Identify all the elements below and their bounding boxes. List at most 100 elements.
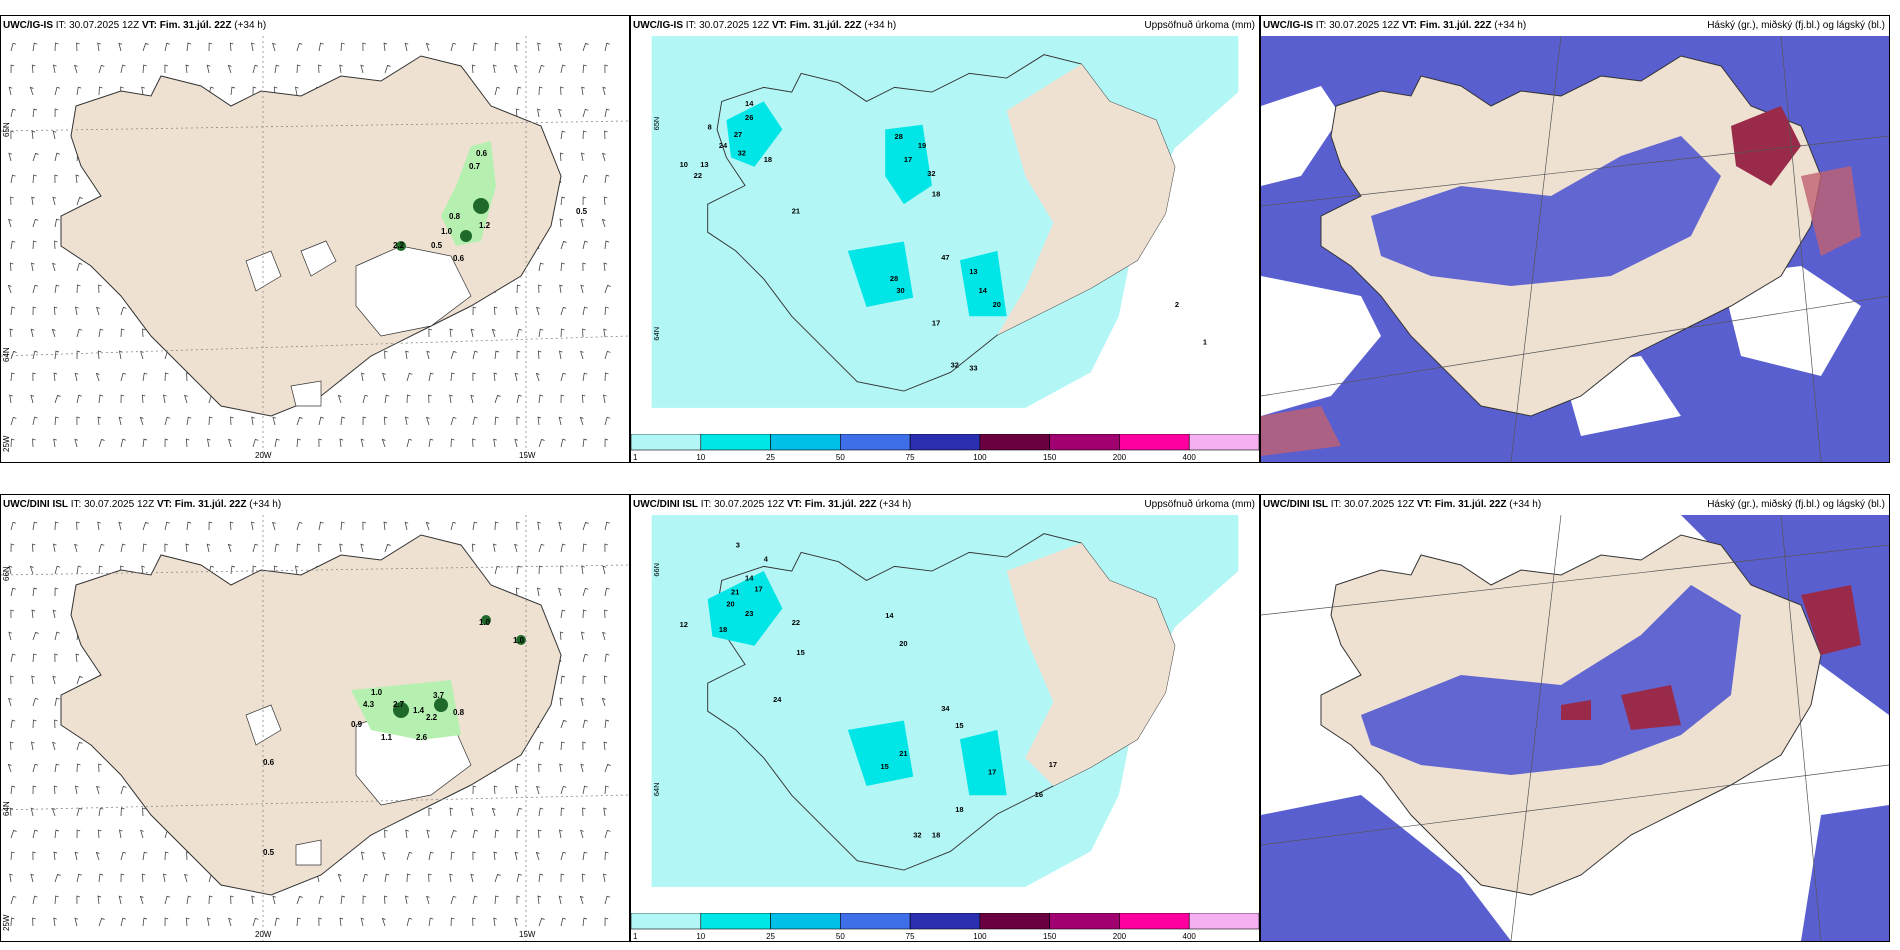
glacier bbox=[245, 704, 282, 746]
wind-barb bbox=[494, 895, 499, 905]
wind-barb bbox=[141, 565, 145, 575]
wind-barb bbox=[339, 543, 343, 553]
wind-barb bbox=[471, 64, 476, 74]
wind-barb bbox=[10, 829, 17, 839]
wind-barb bbox=[76, 328, 83, 338]
wind-barb bbox=[360, 917, 365, 927]
value-label: 0.6 bbox=[476, 149, 488, 158]
wind-barb bbox=[558, 350, 563, 360]
panel-title: Háský (gr.), miðský (fj.bl.) og lágský (… bbox=[1707, 499, 1885, 510]
wind-barb bbox=[582, 609, 587, 619]
wind-barb bbox=[494, 829, 500, 839]
value-label: 21 bbox=[731, 587, 739, 596]
wind-barb bbox=[449, 394, 453, 404]
wind-barb bbox=[98, 438, 105, 448]
wind-barb bbox=[142, 372, 148, 382]
value-label: 0.5 bbox=[431, 241, 443, 250]
value-label: 8 bbox=[708, 122, 712, 131]
wind-barb bbox=[120, 807, 125, 817]
wind-barb bbox=[536, 785, 540, 795]
vt-value: Fim. 31.júl. 22Z bbox=[1434, 499, 1507, 510]
wind-barb bbox=[76, 196, 83, 206]
wind-barb bbox=[10, 64, 15, 74]
wind-barb bbox=[120, 306, 127, 316]
colorbar-tick: 10 bbox=[696, 453, 705, 462]
wind-barb bbox=[10, 130, 14, 140]
wind-barb bbox=[560, 741, 565, 751]
wind-barb bbox=[536, 108, 541, 118]
wind-barb bbox=[582, 196, 587, 206]
colorbar-swatch bbox=[631, 434, 702, 451]
wind-barb bbox=[140, 829, 144, 839]
lon-label: 15W bbox=[519, 451, 536, 460]
value-label: 3 bbox=[736, 541, 740, 550]
wind-barb bbox=[74, 785, 79, 795]
wind-barb bbox=[560, 394, 565, 404]
colorbar-tick: 400 bbox=[1183, 453, 1197, 462]
wind-barb bbox=[185, 543, 190, 553]
lon-label: 20W bbox=[255, 930, 272, 939]
wind-barb bbox=[164, 851, 169, 861]
wind-barb bbox=[76, 42, 80, 52]
wind-barb bbox=[492, 543, 497, 553]
lon-label: 15W bbox=[519, 930, 536, 939]
wind-barb bbox=[76, 807, 83, 817]
colorbar-swatch bbox=[1188, 434, 1259, 451]
wind-barb bbox=[582, 328, 586, 338]
wind-barb bbox=[450, 829, 457, 839]
wind-barb bbox=[274, 438, 280, 448]
vt-label: VT: bbox=[156, 499, 172, 510]
model-name: UWC/IG-IS bbox=[1263, 20, 1313, 31]
wind-barb bbox=[252, 917, 259, 927]
wind-barb bbox=[186, 521, 192, 531]
wind-barb bbox=[74, 543, 78, 553]
wind-barb bbox=[558, 416, 563, 426]
wind-barb bbox=[449, 328, 454, 338]
wind-barb bbox=[560, 565, 564, 575]
wind-barb bbox=[185, 917, 190, 927]
map-wind-igis: 0.6 0.7 0.8 1.0 1.2 0.5 0.6 2.2 0.5 65N … bbox=[1, 36, 629, 462]
wind-barb bbox=[602, 394, 607, 404]
wind-barb bbox=[54, 829, 60, 839]
value-label: 13 bbox=[700, 160, 708, 169]
wind-barb bbox=[537, 350, 542, 360]
precip-heavy bbox=[885, 124, 932, 205]
wind-barb bbox=[602, 631, 606, 641]
value-label: 3.7 bbox=[433, 691, 445, 700]
wind-barb bbox=[516, 763, 521, 773]
wind-barb bbox=[604, 543, 608, 553]
wind-barb bbox=[32, 152, 39, 162]
it-value: 30.07.2025 12Z bbox=[69, 20, 140, 31]
wind-barb bbox=[54, 565, 61, 575]
wind-barb bbox=[52, 543, 57, 553]
wind-barb bbox=[340, 42, 345, 52]
lon-label: 20W bbox=[255, 451, 272, 460]
wind-barb bbox=[53, 438, 57, 448]
wind-barb bbox=[604, 416, 611, 426]
colorbar-swatch bbox=[909, 434, 981, 451]
wind-barb bbox=[428, 438, 434, 448]
wind-barb bbox=[74, 306, 79, 316]
wind-barb bbox=[582, 543, 587, 553]
wind-barb bbox=[406, 438, 413, 448]
precip-heavy bbox=[959, 250, 1007, 317]
panel-title: Uppsöfnuð úrkoma (mm) bbox=[1144, 499, 1255, 510]
wind-barb bbox=[8, 152, 13, 162]
wind-barb bbox=[10, 306, 16, 316]
wind-barb bbox=[10, 521, 17, 531]
wind-barb bbox=[52, 741, 56, 751]
wind-barb bbox=[252, 543, 259, 553]
wind-barb bbox=[491, 328, 496, 338]
vt-value: Fim. 31.júl. 22Z bbox=[159, 20, 232, 31]
value-label: 18 bbox=[764, 155, 772, 164]
wind-barb bbox=[9, 807, 14, 817]
panel-precip-dini: UWC/DINI ISL IT: 30.07.2025 12Z VT: Fim.… bbox=[630, 494, 1260, 942]
wind-barb bbox=[340, 895, 346, 905]
wind-barb bbox=[582, 130, 587, 140]
wind-barb bbox=[32, 42, 38, 52]
lat-label: 64N bbox=[2, 801, 11, 816]
panel-header: UWC/DINI ISL IT: 30.07.2025 12Z VT: Fim.… bbox=[633, 499, 911, 510]
value-label: 24 bbox=[719, 141, 728, 150]
wind-barb bbox=[184, 394, 188, 404]
value-label: 17 bbox=[988, 768, 996, 777]
